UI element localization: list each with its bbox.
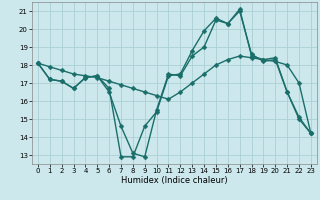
X-axis label: Humidex (Indice chaleur): Humidex (Indice chaleur) xyxy=(121,176,228,185)
